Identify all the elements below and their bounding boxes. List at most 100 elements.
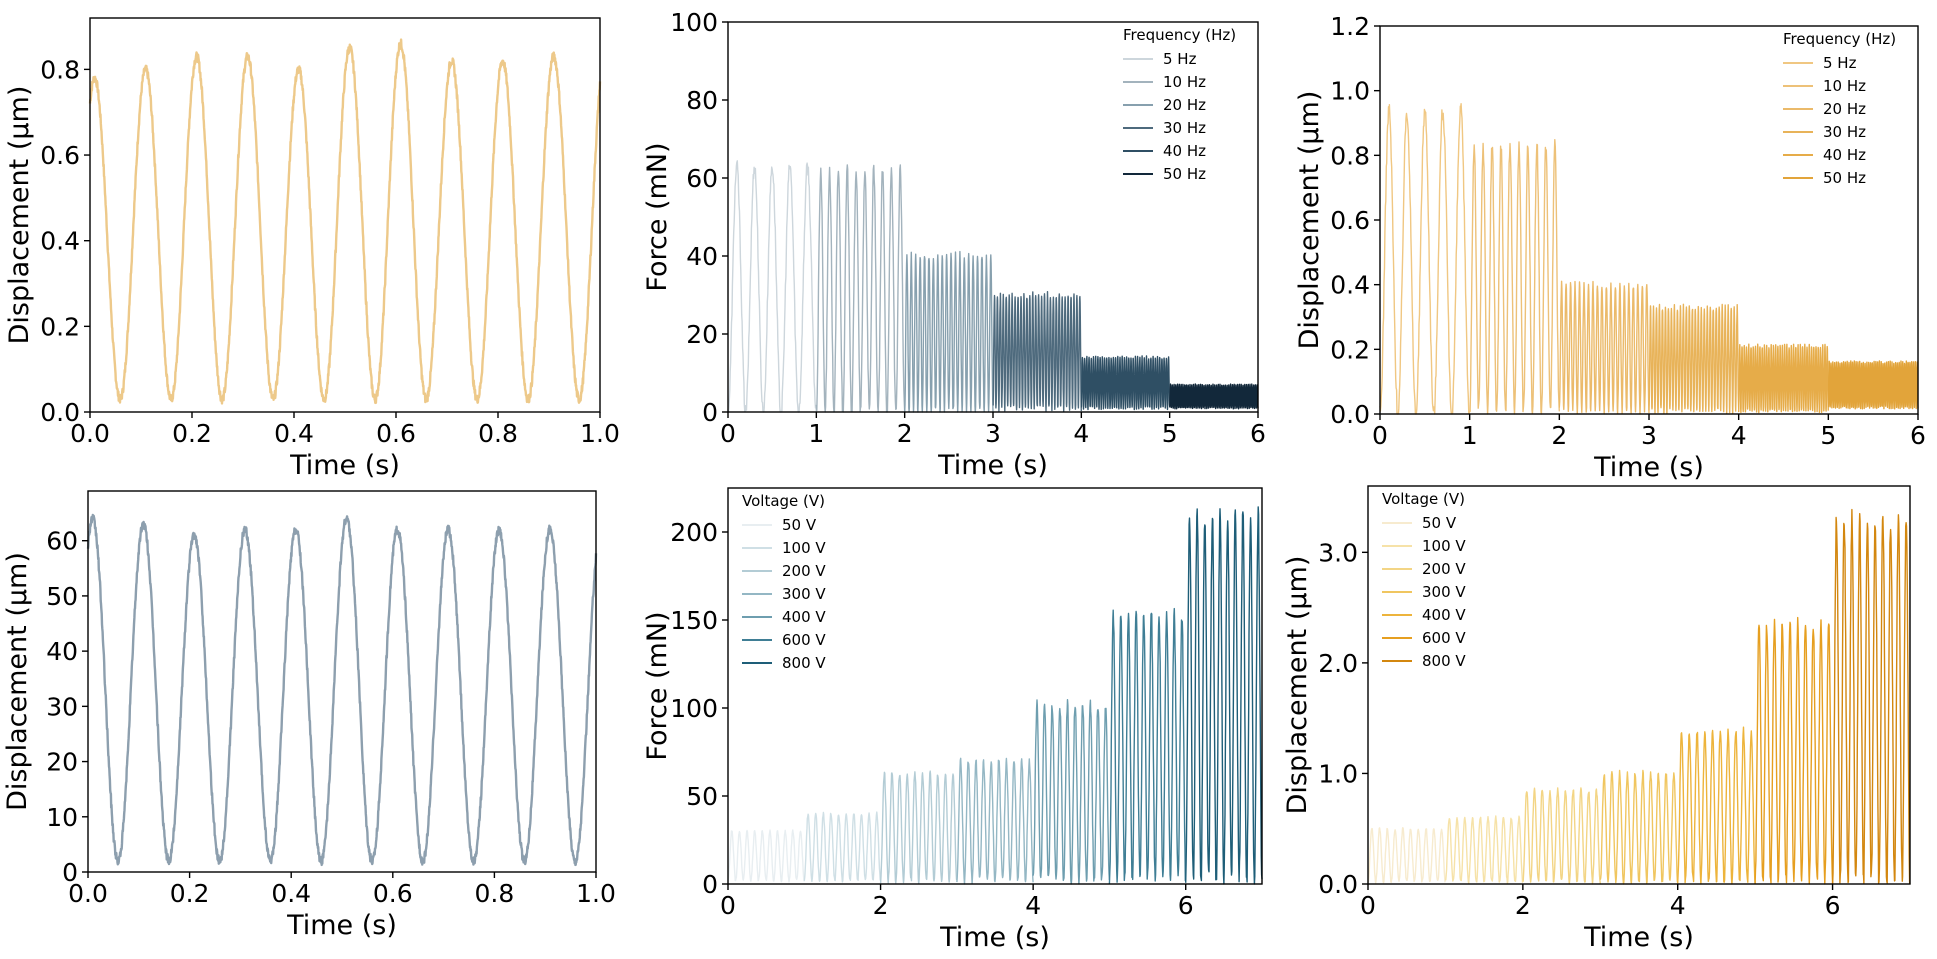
x-tick-label: 0.8 [475, 879, 515, 908]
series-line-3 [904, 250, 994, 413]
y-axis-label: Displacement (μm) [4, 86, 35, 345]
y-tick-label: 0 [62, 858, 78, 887]
plot-frame [87, 490, 597, 873]
series-line-4 [956, 757, 1034, 885]
y-tick-label: 0.0 [1318, 870, 1358, 899]
legend-title: Frequency (Hz) [1123, 26, 1236, 44]
series-line-3 [879, 770, 958, 885]
y-tick-label: 3.0 [1318, 538, 1358, 567]
legend-entry: 50 V [782, 516, 817, 534]
legend-entry: 50 Hz [1163, 165, 1206, 183]
y-axis-label: Force (mN) [642, 142, 673, 291]
x-axis-label: Time (s) [1583, 922, 1694, 953]
y-tick-label: 0.6 [1330, 206, 1370, 235]
y-tick-label: 0.2 [40, 312, 80, 341]
chart-3: 0 1 2 3 4 5 6 0.0 0.2 0.4 0.6 0.8 1.0 1.2 Time (s) Disp… [1294, 12, 1926, 483]
legend-entry: 600 V [1422, 629, 1466, 647]
x-tick-label: 4 [1670, 891, 1686, 920]
y-tick-label: 40 [686, 242, 718, 271]
series-line-4 [1599, 769, 1679, 885]
y-tick-label: 80 [686, 86, 718, 115]
y-tick-label: 0.4 [1330, 271, 1370, 300]
legend-entry: 10 Hz [1823, 77, 1866, 95]
legend-entry: 100 V [1422, 537, 1466, 555]
legend-entry: 50 V [1422, 514, 1457, 532]
y-axis-label: Force (mN) [642, 611, 673, 760]
legend-entry: 400 V [782, 608, 826, 626]
y-tick-label: 60 [46, 527, 78, 556]
legend-entry: 30 Hz [1823, 123, 1866, 141]
series-line-5 [1738, 343, 1829, 414]
x-axis-label: Time (s) [286, 910, 397, 941]
y-tick-label: 40 [46, 637, 78, 666]
x-tick-label: 1.0 [580, 419, 620, 448]
x-tick-label: 0.6 [373, 879, 413, 908]
y-tick-label: 1.2 [1330, 12, 1370, 41]
series-line-1 [1367, 827, 1446, 884]
legend-entry: 200 V [1422, 560, 1466, 578]
legend-entry: 50 Hz [1823, 169, 1866, 187]
legend-entry: 300 V [782, 585, 826, 603]
legend-entry: 800 V [1422, 652, 1466, 670]
y-tick-label: 50 [46, 582, 78, 611]
x-tick-label: 0 [720, 891, 736, 920]
legend-entry: 600 V [782, 631, 826, 649]
series-line-3 [1558, 280, 1650, 415]
series-line-5 [1677, 726, 1756, 885]
x-tick-label: 0 [1372, 421, 1388, 450]
x-tick-label: 0.0 [70, 419, 110, 448]
series-line-5 [1032, 699, 1111, 885]
y-tick-label: 0.8 [1330, 141, 1370, 170]
x-tick-label: 0.4 [271, 879, 311, 908]
x-tick-label: 5 [1820, 421, 1836, 450]
legend-title: Voltage (V) [742, 492, 825, 510]
legend-entry: 10 Hz [1163, 73, 1206, 91]
y-tick-label: 0.4 [40, 227, 80, 256]
legend-entry: 5 Hz [1823, 54, 1857, 72]
y-tick-label: 0.0 [40, 398, 80, 427]
series-line-1 [727, 829, 805, 883]
x-tick-label: 0.6 [376, 419, 416, 448]
series-line-3 [1522, 787, 1601, 885]
y-tick-label: 60 [686, 164, 718, 193]
y-tick-label: 1.0 [1330, 77, 1370, 106]
y-tick-label: 1.0 [1318, 759, 1358, 788]
x-axis-label: Time (s) [1593, 452, 1704, 483]
y-tick-label: 30 [46, 692, 78, 721]
legend-entry: 100 V [782, 539, 826, 557]
series-line-6 [1169, 383, 1259, 410]
series-line-6 [1827, 360, 1919, 410]
series-line-4 [992, 291, 1082, 413]
legend: Frequency (Hz) 5 Hz 10 Hz 20 Hz 30 Hz 40 Hz 50… [1783, 30, 1896, 187]
x-tick-label: 0.0 [68, 879, 108, 908]
y-tick-label: 2.0 [1318, 649, 1358, 678]
y-axis-label: Displacement (μm) [1294, 91, 1325, 350]
x-tick-label: 5 [1162, 419, 1178, 448]
x-tick-label: 0.2 [170, 879, 210, 908]
series-group [86, 513, 598, 867]
y-axis-label: Displacement (μm) [2, 552, 33, 811]
x-tick-label: 4 [1073, 419, 1089, 448]
legend-entry: 200 V [782, 562, 826, 580]
x-tick-label: 1.0 [576, 879, 616, 908]
legend-entry: 300 V [1422, 583, 1466, 601]
x-tick-label: 6 [1825, 891, 1841, 920]
x-tick-label: 1 [808, 419, 824, 448]
x-tick-label: 1 [1462, 421, 1478, 450]
x-tick-label: 3 [1641, 421, 1657, 450]
x-tick-label: 6 [1910, 421, 1926, 450]
x-tick-label: 0 [720, 419, 736, 448]
legend-entry: 40 Hz [1823, 146, 1866, 164]
legend: Frequency (Hz) 5 Hz 10 Hz 20 Hz 30 Hz 40 Hz 50… [1123, 26, 1236, 183]
x-tick-label: 2 [1515, 891, 1531, 920]
series-line-7 [1185, 506, 1263, 885]
plot-frame [89, 17, 601, 413]
series-line-1 [1379, 102, 1471, 415]
legend-entry: 20 Hz [1163, 96, 1206, 114]
series-line-2 [815, 164, 906, 413]
legend-title: Voltage (V) [1382, 490, 1465, 508]
x-axis-label: Time (s) [939, 922, 1050, 953]
series-line-1 [86, 513, 598, 867]
